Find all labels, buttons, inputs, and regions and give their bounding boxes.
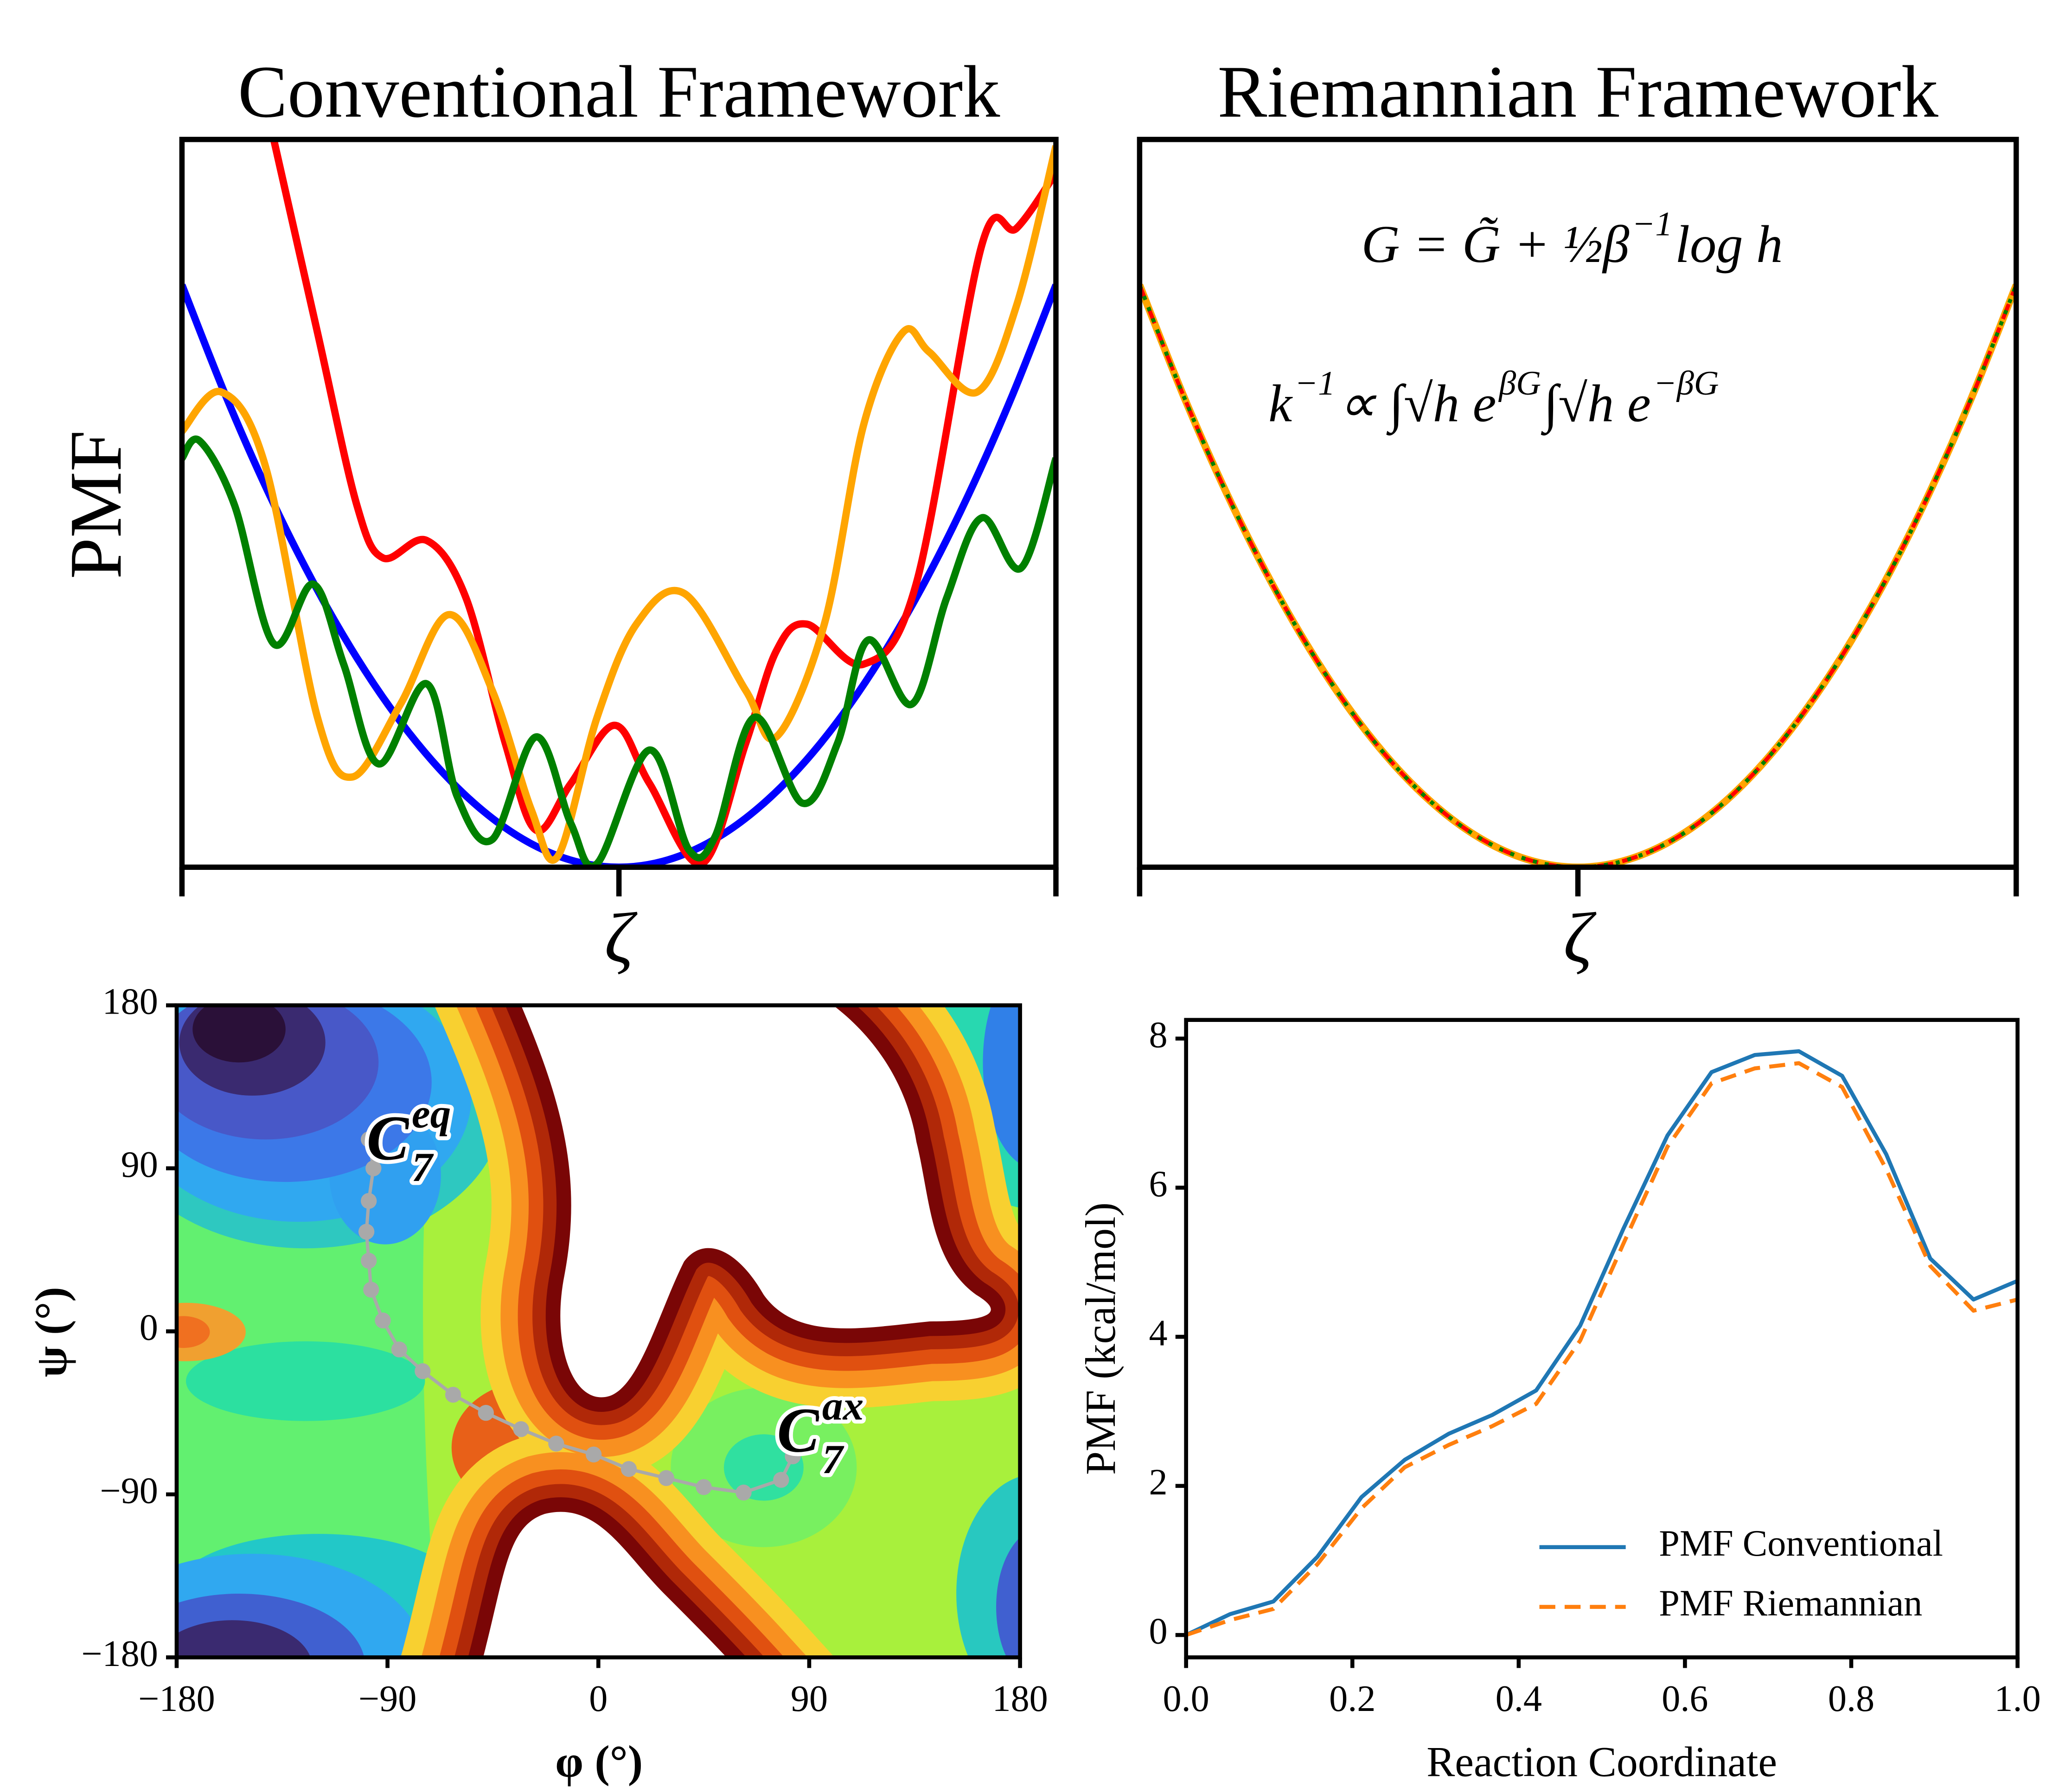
data-point <box>365 1160 382 1176</box>
data-point <box>478 1404 494 1421</box>
data-point <box>773 1472 789 1488</box>
x-tick-label: 0.4 <box>1496 1679 1542 1719</box>
data-point <box>415 1363 431 1379</box>
annotation: ∝ ∫√h e <box>1338 374 1496 435</box>
data-line <box>1186 1061 2018 1637</box>
x-tick-label: 1.0 <box>1994 1679 2040 1719</box>
annotation: 7 <box>822 1436 844 1482</box>
annotation: k <box>1268 374 1293 433</box>
data-point <box>696 1479 712 1495</box>
axes-frame <box>1184 1018 2020 1659</box>
x-axis-label: φ (°) <box>555 1737 643 1787</box>
chart-title: Conventional Framework <box>238 51 1000 133</box>
data-point <box>445 1386 461 1403</box>
x-axis-label: ζ <box>604 899 638 978</box>
annotation: −βG <box>1653 364 1719 402</box>
data-line <box>182 435 1056 868</box>
annotation: C <box>777 1395 820 1466</box>
axes-frame <box>179 137 1059 870</box>
data-point <box>513 1421 529 1437</box>
annotation: eq <box>412 1091 451 1137</box>
y-tick-label: 8 <box>1149 1015 1167 1055</box>
data-line <box>1186 1049 2018 1637</box>
data-point <box>391 1341 408 1358</box>
data-line <box>182 283 1056 868</box>
axes-frame <box>174 1003 1022 1659</box>
x-tick-label: 0.2 <box>1329 1679 1375 1719</box>
legend-label: PMF Conventional <box>1659 1523 1943 1564</box>
data-point <box>361 1252 377 1269</box>
data-line <box>1139 284 2016 868</box>
data-line <box>270 139 1056 868</box>
data-point <box>785 1448 801 1465</box>
data-point <box>620 1461 637 1477</box>
data-point <box>585 1446 602 1463</box>
data-point <box>658 1470 674 1486</box>
y-tick-label: 90 <box>121 1144 158 1185</box>
annotation: −1 <box>1632 205 1672 243</box>
axes-frame <box>1137 137 2019 870</box>
x-tick-label: 90 <box>791 1679 828 1719</box>
data-line <box>182 145 1056 864</box>
annotation: ax <box>822 1383 863 1429</box>
y-axis-label: PMF <box>54 430 137 579</box>
chart-title: Riemannian Framework <box>1217 51 1938 133</box>
x-tick-label: 180 <box>992 1679 1048 1719</box>
annotation: βG <box>1498 364 1541 402</box>
annotation: ∫√h e <box>1541 374 1651 435</box>
x-tick-label: −180 <box>138 1679 215 1719</box>
data-point <box>735 1484 752 1501</box>
x-tick-label: 0.8 <box>1828 1679 1874 1719</box>
annotation: C <box>366 1102 409 1173</box>
data-point <box>375 1312 391 1329</box>
y-tick-label: 4 <box>1149 1313 1167 1353</box>
data-line <box>1139 283 2016 868</box>
x-axis-label: ζ <box>1563 899 1597 978</box>
y-tick-label: −180 <box>81 1634 158 1674</box>
y-axis-label: PMF (kcal/mol) <box>1077 1202 1124 1475</box>
x-tick-label: 0 <box>589 1679 608 1719</box>
x-tick-label: 0.6 <box>1662 1679 1708 1719</box>
legend-label: PMF Riemannian <box>1659 1583 1922 1624</box>
data-point <box>361 1193 377 1209</box>
annotation: 7 <box>412 1144 434 1190</box>
y-tick-label: 0 <box>140 1308 158 1348</box>
y-tick-label: −90 <box>100 1470 158 1511</box>
energy-map <box>176 1005 1020 1658</box>
y-axis-label: ψ (°) <box>26 1287 77 1377</box>
y-tick-label: 180 <box>102 982 158 1022</box>
data-point <box>361 1131 377 1148</box>
data-point <box>548 1436 564 1452</box>
annotation: log h <box>1675 215 1783 274</box>
y-tick-label: 2 <box>1149 1462 1167 1503</box>
data-point <box>363 1282 379 1298</box>
x-axis-label: Reaction Coordinate <box>1426 1738 1777 1785</box>
y-tick-label: 6 <box>1149 1164 1167 1205</box>
annotation: −1 <box>1295 364 1335 402</box>
x-tick-label: 0.0 <box>1163 1679 1209 1719</box>
data-point <box>358 1224 375 1240</box>
x-tick-label: −90 <box>358 1679 416 1719</box>
annotation: G = G̃ + ½β <box>1362 215 1630 274</box>
y-tick-label: 0 <box>1149 1611 1167 1652</box>
